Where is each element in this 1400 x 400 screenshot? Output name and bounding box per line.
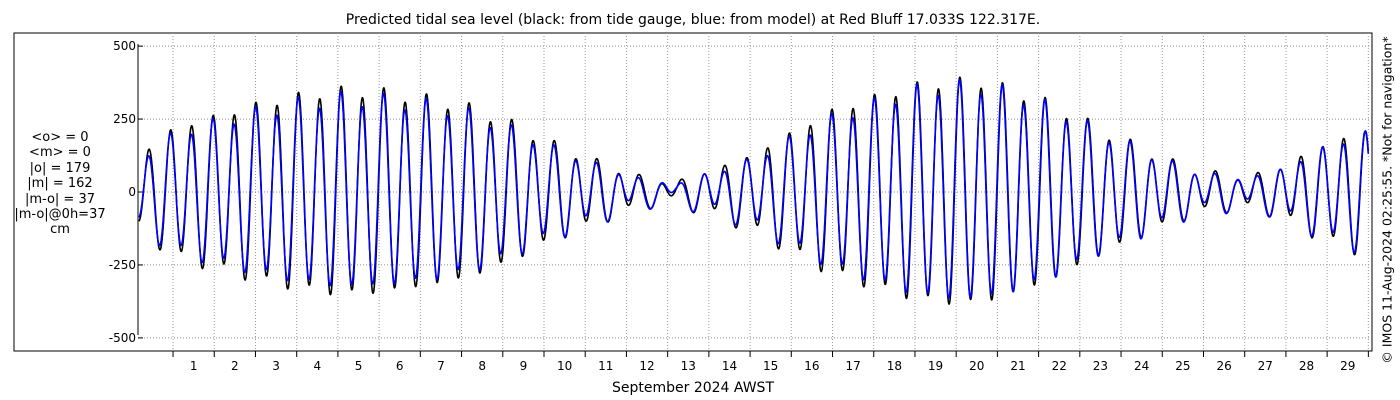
x-tick-label: 7 [437,359,445,373]
x-tick-label: 2 [231,359,239,373]
x-tick-label: 11 [598,359,613,373]
y-tick-label: -500 [109,331,136,345]
x-tick-label: 6 [396,359,404,373]
x-tick-label: 22 [1052,359,1067,373]
stat-mean-model: <m> = 0 [29,145,91,161]
series-line-model [138,78,1370,299]
stat-unit: cm [50,222,70,238]
stat-abs-model: |m| = 162 [27,176,93,192]
stat-abs-observed: |o| = 179 [29,160,91,176]
x-tick-label: 17 [845,359,860,373]
x-tick-label: 9 [520,359,528,373]
x-axis-label: September 2024 AWST [612,380,774,396]
x-ticks: 1 2 3 4 5 6 7 8 9 10 11 12 13 14 15 16 17 18 19 20 21 22 23 24 2… [172,351,1369,373]
grid [138,33,1370,351]
y-tick-label: 500 [113,39,136,53]
series-group [138,76,1370,305]
x-tick-label: 23 [1093,359,1108,373]
stat-mean-observed: <o> = 0 [31,130,89,145]
x-tick-label: 29 [1340,359,1355,373]
y-tick-label: 250 [113,112,136,126]
x-tick-label: 5 [355,359,363,373]
x-tick-label: 24 [1134,359,1149,373]
x-tick-label: 26 [1216,359,1231,373]
x-tick-label: 12 [639,359,654,373]
chart-title: Predicted tidal sea level (black: from t… [346,12,1040,28]
y-ticks: 500 250 0 -250 -500 [109,39,143,345]
x-tick-label: 21 [1010,359,1025,373]
x-tick-label: 13 [681,359,696,373]
x-tick-label: 10 [557,359,572,373]
x-tick-label: 15 [763,359,778,373]
x-tick-label: 4 [313,359,321,373]
x-tick-label: 25 [1175,359,1190,373]
x-tick-label: 20 [969,359,984,373]
stat-abs-difference: |m-o| = 37 [24,191,95,207]
statistics-panel: <o> = 0 <m> = 0 |o| = 179 |m| = 162 |m-o… [8,130,112,238]
x-tick-label: 28 [1299,359,1314,373]
y-tick-label: 0 [128,185,136,199]
copyright-notice: © IMOS 11-Aug-2024 02:25:55. *Not for na… [1379,36,1395,364]
x-tick-label: 19 [928,359,943,373]
x-tick-label: 8 [478,359,486,373]
x-tick-label: 14 [722,359,737,373]
x-tick-label: 27 [1258,359,1273,373]
x-tick-label: 1 [190,359,198,373]
x-tick-label: 3 [272,359,280,373]
x-tick-label: 18 [887,359,902,373]
y-tick-label: -250 [109,258,136,272]
x-tick-label: 16 [804,359,819,373]
stat-abs-difference-0h: |m-o|@0h=37 [14,207,106,223]
